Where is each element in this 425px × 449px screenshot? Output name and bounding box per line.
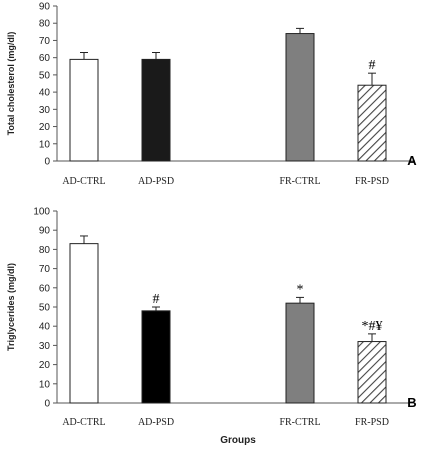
x-axis-title: Groups [220, 435, 256, 446]
y-tick-label: 20 [39, 122, 51, 133]
significance-annotation: * [297, 282, 304, 297]
y-tick-label: 90 [39, 226, 51, 237]
bar-ad-ctrl [69, 243, 99, 404]
significance-annotation: # [369, 58, 376, 73]
x-category-label: AD-PSD [138, 417, 174, 428]
x-category-label: AD-CTRL [62, 417, 105, 428]
panel-label: A [407, 153, 417, 168]
y-tick-label: 10 [39, 379, 51, 390]
y-tick-label: 40 [39, 322, 51, 333]
y-tick-label: 30 [39, 341, 51, 352]
x-category-label: AD-PSD [138, 176, 174, 187]
y-tick-label: 90 [39, 2, 51, 13]
y-tick-label: 50 [39, 70, 51, 81]
y-tick-label: 70 [39, 36, 51, 47]
x-category-label: FR-PSD [355, 176, 389, 187]
bar-fr-ctrl [285, 33, 315, 162]
y-tick-label: 10 [39, 139, 51, 150]
bar-ad-ctrl [69, 58, 99, 162]
significance-annotation: *#¥ [362, 319, 383, 334]
y-tick-label: 30 [39, 105, 51, 116]
panel-label: B [407, 395, 416, 410]
y-tick-label: 60 [39, 53, 51, 64]
y-tick-label: 60 [39, 283, 51, 294]
y-axis-title: Total cholesterol (mg/dl) [6, 32, 16, 136]
y-tick-label: 50 [39, 303, 51, 314]
x-category-label: FR-CTRL [279, 417, 320, 428]
chart-panel-B: 0 10 20 30 40 50 60 70 80 90 100 AD-CTRL # AD-PSD * FR-… [6, 207, 417, 447]
bar-fr-ctrl [285, 302, 315, 404]
y-axis-title: Triglycerides (mg/dl) [6, 263, 16, 351]
significance-annotation: # [153, 292, 160, 307]
y-tick-label: 80 [39, 19, 51, 30]
x-category-label: AD-CTRL [62, 176, 105, 187]
y-tick-label: 70 [39, 264, 51, 275]
y-tick-label: 100 [33, 207, 50, 218]
chart-panel-A: 0 10 20 30 40 50 60 70 80 90 AD-CTRL AD-PSD FR-CTRL #… [6, 2, 417, 188]
bar-fr-psd [357, 341, 387, 404]
x-category-label: FR-PSD [355, 417, 389, 428]
bar-ad-psd [141, 310, 171, 404]
y-tick-label: 40 [39, 88, 51, 99]
y-tick-label: 0 [44, 399, 50, 410]
bar-ad-psd [141, 58, 171, 162]
y-tick-label: 20 [39, 360, 51, 371]
y-tick-label: 80 [39, 245, 51, 256]
y-tick-label: 0 [44, 157, 50, 168]
x-category-label: FR-CTRL [279, 176, 320, 187]
bar-fr-psd [357, 84, 387, 162]
